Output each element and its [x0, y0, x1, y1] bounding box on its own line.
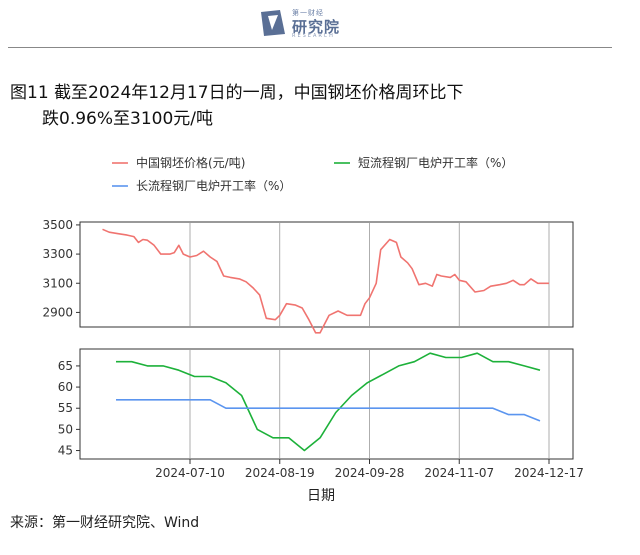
x-axis-label: 日期: [307, 488, 335, 504]
source-note: 来源：第一财经研究院、Wind: [10, 515, 200, 531]
top-panel-ytick-label-3: 3500: [42, 218, 73, 232]
x-tick-label-1: 2024-08-19: [245, 466, 315, 480]
top-panel-ytick-label-2: 3300: [42, 247, 73, 261]
bottom-panel-series-line-0: [116, 352, 541, 452]
x-tick-label-3: 2024-11-07: [424, 466, 494, 480]
legend-label-price: 中国钢坯价格(元/吨): [136, 155, 245, 170]
logo: 第一财经 研究院 RESEARCH: [258, 6, 378, 40]
steel-chart: 中国钢坯价格(元/吨) 短流程钢厂电炉开工率（%） 长流程钢厂电炉开工率（%） …: [42, 155, 584, 504]
bottom-panel-ytick-label-1: 50: [58, 422, 73, 436]
x-tick-label-0: 2024-07-10: [155, 466, 225, 480]
legend: 中国钢坯价格(元/吨) 短流程钢厂电炉开工率（%） 长流程钢厂电炉开工率（%）: [112, 155, 513, 193]
top-panel-ytick-label-1: 3100: [42, 276, 73, 290]
logo-english: RESEARCH: [292, 33, 335, 39]
top-panel-series-line-0: [102, 228, 549, 334]
figure-title: 图11 截至2024年12月17日的一周，中国钢坯价格周环比下 跌0.96%至3…: [10, 80, 464, 132]
bottom-panel-series-line-1: [116, 399, 541, 422]
legend-label-long: 长流程钢厂电炉开工率（%）: [136, 178, 291, 193]
logo-subtext: 第一财经: [292, 9, 324, 17]
legend-label-short: 短流程钢厂电炉开工率（%）: [358, 155, 513, 170]
figure-title-line-1: 图11 截至2024年12月17日的一周，中国钢坯价格周环比下: [10, 83, 464, 103]
top-panel-ytick-label-0: 2900: [42, 305, 73, 319]
bottom-panel-ytick-label-0: 45: [58, 444, 73, 458]
figure-title-line-2: 跌0.96%至3100元/吨: [42, 109, 213, 129]
x-axis: 2024-07-10 2024-08-19 2024-09-28 2024-11-07…: [155, 459, 584, 480]
bottom-panel: 45 50 55 60 65: [58, 348, 574, 460]
bottom-panel-ytick-label-4: 65: [58, 359, 73, 373]
bottom-panel-ytick-label-2: 55: [58, 401, 73, 415]
bottom-panel-frame: [79, 348, 574, 460]
bottom-panel-ytick-label-3: 60: [58, 380, 73, 394]
logo-text: 研究院: [292, 18, 341, 36]
header-divider: [8, 47, 612, 48]
x-tick-label-4: 2024-12-17: [514, 466, 584, 480]
logo-mark-icon: [261, 10, 285, 36]
top-panel: 2900 3100 3300 3500: [42, 218, 574, 334]
x-tick-label-2: 2024-09-28: [335, 466, 405, 480]
top-panel-frame: [79, 221, 574, 328]
